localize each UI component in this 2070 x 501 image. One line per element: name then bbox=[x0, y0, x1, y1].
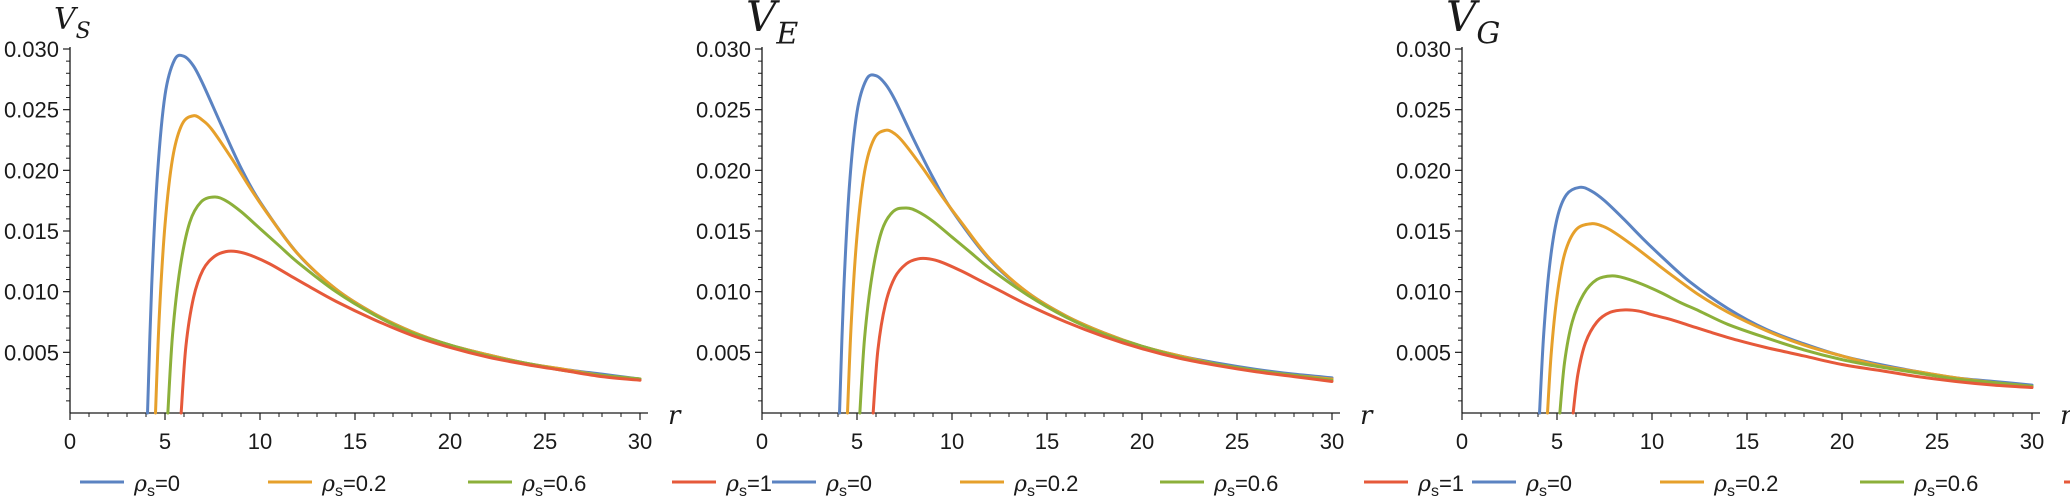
legend-label: ρs=0.2 bbox=[1013, 471, 1078, 500]
x-axis-label: r bbox=[2060, 401, 2070, 431]
y-axis-label: VS bbox=[54, 2, 91, 44]
y-axis-label: VE bbox=[746, 0, 798, 52]
y-tick-label: 0.015 bbox=[696, 219, 751, 244]
y-tick-label: 0.025 bbox=[696, 98, 751, 123]
y-tick-label: 0.030 bbox=[696, 37, 751, 62]
y-axis-label-subscript: S bbox=[76, 19, 91, 44]
legend-item-rho02: ρs=0.2 bbox=[1660, 471, 1778, 500]
y-tick-label: 0.005 bbox=[696, 340, 751, 365]
legend-label: ρs=0 bbox=[825, 471, 872, 500]
series-line-rho0 bbox=[146, 53, 642, 415]
series-line-rho06 bbox=[1558, 274, 2034, 415]
legend-item-rho0: ρs=0 bbox=[1472, 471, 1572, 500]
y-axis-label-subscript: G bbox=[1476, 17, 1500, 52]
y-tick-label: 0.025 bbox=[1396, 98, 1451, 123]
y-axis-label: VG bbox=[1446, 0, 1500, 52]
x-tick-label: 0 bbox=[64, 429, 76, 454]
legend-item-rho0: ρs=0 bbox=[80, 471, 180, 500]
legend-item-rho02: ρs=0.2 bbox=[268, 471, 386, 500]
x-tick-label: 5 bbox=[159, 429, 171, 454]
y-tick-label: 0.025 bbox=[4, 98, 59, 123]
legend-label: ρs=1 bbox=[725, 471, 772, 500]
legend-label: ρs=0.2 bbox=[321, 471, 386, 500]
legend-label: ρs=0 bbox=[1525, 471, 1572, 500]
series-line-rho06 bbox=[166, 195, 642, 415]
x-tick-label: 20 bbox=[438, 429, 462, 454]
legend-item-rho0: ρs=0 bbox=[772, 471, 872, 500]
x-tick-label: 0 bbox=[756, 429, 768, 454]
series-line-rho06 bbox=[858, 206, 1334, 415]
x-tick-label: 5 bbox=[1551, 429, 1563, 454]
x-tick-label: 15 bbox=[1035, 429, 1059, 454]
legend-item-rho02: ρs=0.2 bbox=[960, 471, 1078, 500]
legend-label: ρs=0 bbox=[133, 471, 180, 500]
legend-item-rho06: ρs=0.6 bbox=[1860, 471, 1978, 500]
x-tick-label: 10 bbox=[1640, 429, 1664, 454]
series-line-rho1 bbox=[179, 249, 642, 415]
legend-label: ρs=1 bbox=[1417, 471, 1464, 500]
y-tick-label: 0.020 bbox=[4, 158, 59, 183]
legend-label: ρs=0.6 bbox=[1913, 471, 1978, 500]
x-tick-label: 30 bbox=[628, 429, 652, 454]
x-tick-label: 20 bbox=[1830, 429, 1854, 454]
y-tick-label: 0.030 bbox=[4, 37, 59, 62]
x-tick-label: 15 bbox=[1735, 429, 1759, 454]
x-tick-label: 0 bbox=[1456, 429, 1468, 454]
x-tick-label: 15 bbox=[343, 429, 367, 454]
legend-label: ρs=0.6 bbox=[521, 471, 586, 500]
y-tick-label: 0.010 bbox=[696, 280, 751, 305]
y-tick-label: 0.020 bbox=[696, 158, 751, 183]
legend-item-rho06: ρs=0.6 bbox=[1160, 471, 1278, 500]
x-tick-label: 25 bbox=[533, 429, 557, 454]
legend-item-rho1: ρs=1 bbox=[672, 471, 772, 500]
chart-panel-2: 0 5 10 15 20 25 30 0.005 0.010 0.015 0.020 0.025 0.0… bbox=[696, 0, 1464, 500]
series-line-rho1 bbox=[1571, 308, 2034, 415]
legend-item-rho1: ρs=1 bbox=[1364, 471, 1464, 500]
x-tick-label: 25 bbox=[1225, 429, 1249, 454]
y-tick-label: 0.015 bbox=[4, 219, 59, 244]
series-line-rho02 bbox=[154, 114, 642, 415]
legend-item-rho06: ρs=0.6 bbox=[468, 471, 586, 500]
x-tick-label: 10 bbox=[248, 429, 272, 454]
y-tick-label: 0.005 bbox=[4, 340, 59, 365]
x-axis-label: r bbox=[668, 401, 682, 431]
series-line-rho1 bbox=[871, 256, 1334, 415]
y-tick-label: 0.015 bbox=[1396, 219, 1451, 244]
y-tick-label: 0.020 bbox=[1396, 158, 1451, 183]
series-line-rho02 bbox=[1546, 222, 2034, 415]
y-tick-label: 0.030 bbox=[1396, 37, 1451, 62]
x-tick-label: 5 bbox=[851, 429, 863, 454]
legend-label: ρs=0.6 bbox=[1213, 471, 1278, 500]
x-axis-label: r bbox=[1360, 401, 1374, 431]
x-tick-label: 20 bbox=[1130, 429, 1154, 454]
chart-panel-3: 0 5 10 15 20 25 30 0.005 0.010 0.015 0.020 0.025 0.0… bbox=[1396, 0, 2070, 500]
x-tick-label: 25 bbox=[1925, 429, 1949, 454]
x-tick-label: 30 bbox=[2020, 429, 2044, 454]
y-axis-label-subscript: E bbox=[775, 17, 798, 52]
chart-panel-1: 0 5 10 15 20 25 30 0.005 0.010 0.015 0.020 0.025 0.0… bbox=[4, 2, 772, 500]
y-tick-label: 0.010 bbox=[4, 280, 59, 305]
x-tick-label: 10 bbox=[940, 429, 964, 454]
legend-label: ρs=0.2 bbox=[1713, 471, 1778, 500]
series-line-rho0 bbox=[838, 73, 1334, 415]
y-tick-label: 0.005 bbox=[1396, 340, 1451, 365]
legend-item-rho1: ρs=1 bbox=[2064, 480, 2070, 484]
y-tick-label: 0.010 bbox=[1396, 280, 1451, 305]
x-tick-label: 30 bbox=[1320, 429, 1344, 454]
